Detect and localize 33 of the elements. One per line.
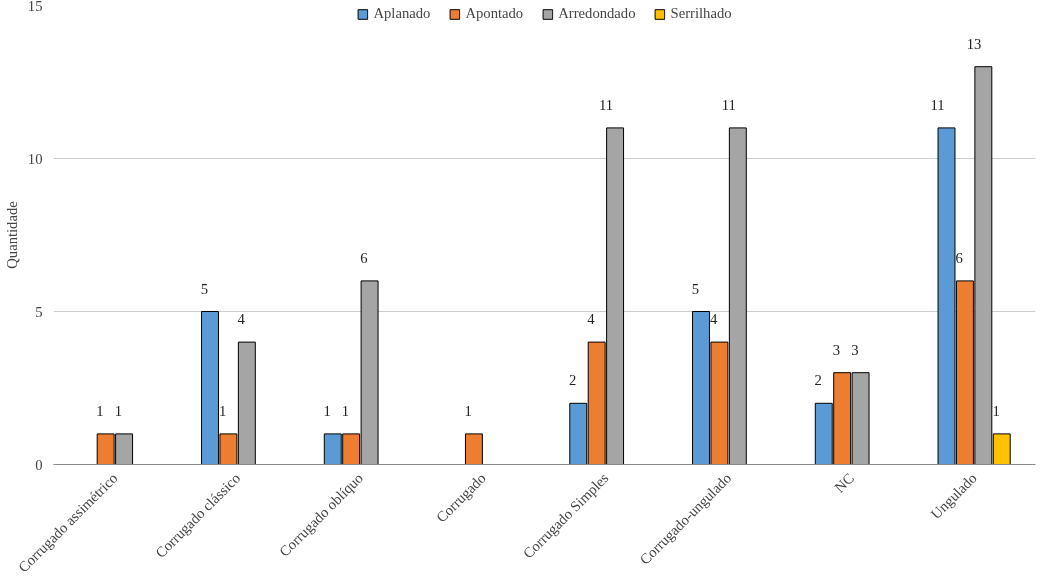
y-tick-label: 5 <box>35 303 43 320</box>
legend-label: Serrilhado <box>670 5 732 22</box>
data-label: 1 <box>114 402 123 419</box>
data-label: 11 <box>598 96 614 113</box>
legend-label: Arredondado <box>558 5 636 22</box>
data-label: 5 <box>200 280 209 297</box>
data-label: 3 <box>832 341 841 358</box>
data-label: 1 <box>341 402 350 419</box>
data-label: 4 <box>237 311 246 328</box>
data-label: 11 <box>721 96 736 113</box>
data-label: 1 <box>96 402 104 419</box>
legend-label: Aplanado <box>373 5 431 22</box>
bar <box>464 433 483 465</box>
data-label: 1 <box>464 402 472 419</box>
y-tick-label: 15 <box>27 0 43 14</box>
data-label: 2 <box>568 372 577 389</box>
data-label: 2 <box>814 372 822 389</box>
data-label: 6 <box>360 249 368 266</box>
y-axis-title: Quantidade <box>3 201 20 269</box>
y-tick-label: 10 <box>27 150 43 167</box>
data-label: 11 <box>930 96 945 113</box>
data-label: 1 <box>219 402 227 419</box>
data-label: 1 <box>992 402 1000 419</box>
data-label: 3 <box>851 341 859 358</box>
x-tick-label: NC <box>831 469 858 496</box>
y-tick-label: 0 <box>35 456 43 473</box>
data-label: 4 <box>710 311 719 328</box>
data-label: 6 <box>955 249 963 266</box>
data-label: 5 <box>691 280 700 297</box>
data-label: 1 <box>323 402 331 419</box>
data-label: 4 <box>587 311 596 328</box>
data-label: 13 <box>966 35 982 52</box>
legend-label: Apontado <box>465 5 524 22</box>
